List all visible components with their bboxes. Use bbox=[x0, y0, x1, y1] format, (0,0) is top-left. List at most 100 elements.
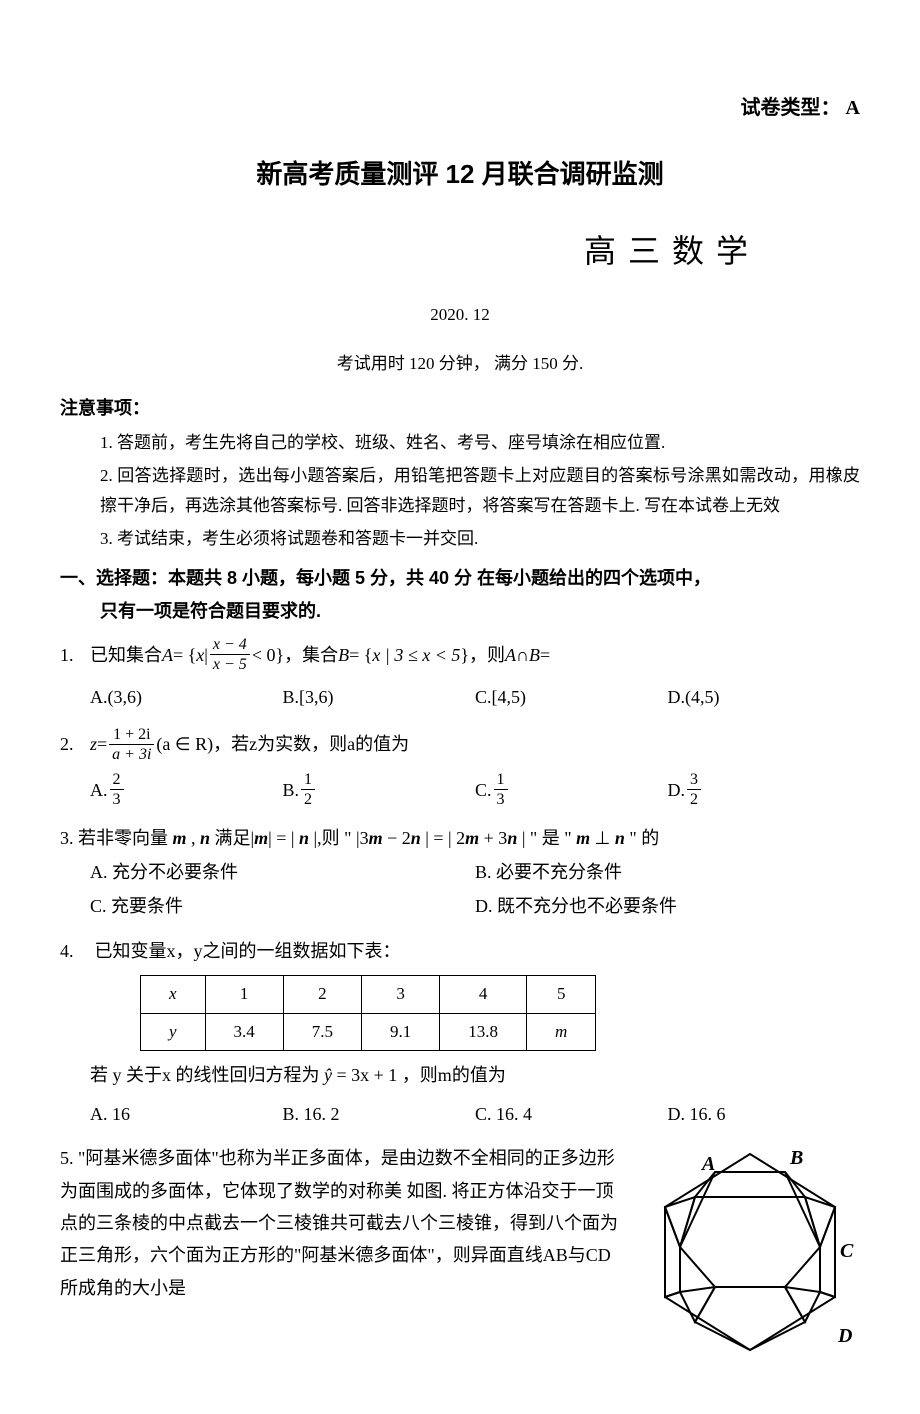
q4-table-row-y: y 3.4 7.5 9.1 13.8 m bbox=[141, 1013, 596, 1051]
q2-a-label: A. bbox=[90, 774, 108, 806]
q2-frac-num: 1 + 2i bbox=[109, 725, 154, 745]
date-line: 2020. 12 bbox=[60, 300, 860, 331]
q2-d-num: 3 bbox=[687, 770, 701, 790]
q3-num: 3. bbox=[60, 828, 74, 848]
q2-eq: = bbox=[97, 728, 107, 760]
q1-opt-d: D.(4,5) bbox=[668, 681, 861, 713]
q5-label-c: C bbox=[840, 1240, 854, 1262]
q1-bar: | bbox=[204, 639, 208, 671]
q4-y-1: 3.4 bbox=[205, 1013, 283, 1051]
q5-num: 5. bbox=[60, 1148, 74, 1168]
q4-stem: 4. 已知变量x，y之间的一组数据如下表： bbox=[60, 935, 860, 967]
q4-opt-c: C. 16. 4 bbox=[475, 1098, 668, 1130]
q4-x-2: 2 bbox=[283, 976, 361, 1014]
q2-d-frac: 3 2 bbox=[687, 770, 701, 809]
question-1: 1. 已知集合 A = { x | x − 4 x − 5 < 0} ，集合 B… bbox=[60, 635, 860, 713]
q2-c-den: 3 bbox=[494, 790, 508, 809]
q4-x-4: 4 bbox=[440, 976, 527, 1014]
q4-table-row-x: x 1 2 3 4 5 bbox=[141, 976, 596, 1014]
q1-num: 1. bbox=[60, 639, 90, 671]
question-3: 3. 若非零向量 m , n 满足|m| = | n |,则 " |3m − 2… bbox=[60, 822, 860, 923]
q4-y-2: 7.5 bbox=[283, 1013, 361, 1051]
main-title: 新高考质量测评 12 月联合调研监测 bbox=[60, 151, 860, 198]
q2-num: 2. bbox=[60, 728, 90, 760]
paper-type-value: A bbox=[846, 97, 860, 119]
q3-text: 若非零向量 m , n 满足|m| = | n |,则 " |3m − 2n |… bbox=[78, 828, 659, 848]
q2-stem: 2. z = 1 + 2i a + 3i (a ∈ R) ，若z为实数，则a的值… bbox=[60, 725, 860, 764]
q4-x-3: 3 bbox=[362, 976, 440, 1014]
q1-set-a: A bbox=[162, 639, 173, 671]
q4-y-3: 9.1 bbox=[362, 1013, 440, 1051]
q3-stem: 3. 若非零向量 m , n 满足|m| = | n |,则 " |3m − 2… bbox=[60, 822, 860, 854]
q3-opt-d: D. 既不充分也不必要条件 bbox=[475, 890, 860, 922]
q1-close: }，则 bbox=[460, 639, 505, 671]
q2-c-frac: 1 3 bbox=[494, 770, 508, 809]
q4-stem2: 若 y 关于x 的线性回归方程为 ŷ = 3x + 1 ，则m的值为 bbox=[60, 1059, 860, 1091]
q4-num: 4. bbox=[60, 935, 90, 967]
q4-opt-b: B. 16. 2 bbox=[283, 1098, 476, 1130]
q2-z: z bbox=[90, 728, 97, 760]
q4-opt-d: D. 16. 6 bbox=[668, 1098, 861, 1130]
q5-label-a: A bbox=[700, 1153, 715, 1175]
q2-d-label: D. bbox=[668, 774, 686, 806]
q4-eq-reg: = 3x + 1 bbox=[337, 1065, 398, 1085]
q1-x: x bbox=[196, 639, 204, 671]
q3-options-row2: C. 充要条件 D. 既不充分也不必要条件 bbox=[60, 890, 860, 922]
q3-opt-b: B. 必要不充分条件 bbox=[475, 856, 860, 888]
q4-y-4: 13.8 bbox=[440, 1013, 527, 1051]
q2-b-frac: 1 2 bbox=[301, 770, 315, 809]
q2-post: ，若z为实数，则a的值为 bbox=[213, 728, 409, 760]
q4-x-5: 5 bbox=[527, 976, 596, 1014]
q4-table: x 1 2 3 4 5 y 3.4 7.5 9.1 13.8 m bbox=[140, 975, 596, 1051]
q1-opt-a: A.(3,6) bbox=[90, 681, 283, 713]
sub-title: 高三数学 bbox=[60, 223, 860, 281]
q3-options-row1: A. 充分不必要条件 B. 必要不充分条件 bbox=[60, 856, 860, 888]
q1-stem: 1. 已知集合 A = { x | x − 4 x − 5 < 0} ，集合 B… bbox=[60, 635, 860, 674]
q1-eq1: = { bbox=[173, 639, 196, 671]
question-2: 2. z = 1 + 2i a + 3i (a ∈ R) ，若z为实数，则a的值… bbox=[60, 725, 860, 810]
notice-header: 注意事项： bbox=[60, 392, 860, 424]
q4-yhat: ŷ bbox=[324, 1065, 332, 1085]
q1-frac-den: x − 5 bbox=[210, 655, 250, 674]
q4-stem2-pre: 若 y 关于x 的线性回归方程为 bbox=[90, 1065, 320, 1085]
q2-b-label: B. bbox=[283, 774, 300, 806]
paper-type: 试卷类型： A bbox=[60, 90, 860, 126]
q4-opt-a: A. 16 bbox=[90, 1098, 283, 1130]
q4-stem2-post: ，则m的值为 bbox=[402, 1065, 506, 1085]
q1-eq3: = bbox=[540, 639, 550, 671]
notice-item-3: 3. 考试结束，考生必须将试题卷和答题卡一并交回. bbox=[100, 524, 860, 555]
q1-cond-b: x | 3 ≤ x < 5 bbox=[372, 639, 460, 671]
q5-figure: A B C D bbox=[640, 1142, 860, 1362]
q2-frac: 1 + 2i a + 3i bbox=[109, 725, 154, 764]
q2-opt-c: C. 1 3 bbox=[475, 770, 668, 809]
q3-opt-a: A. 充分不必要条件 bbox=[90, 856, 475, 888]
q1-frac: x − 4 x − 5 bbox=[210, 635, 250, 674]
q1-text-pre: 已知集合 bbox=[90, 639, 162, 671]
q2-b-num: 1 bbox=[301, 770, 315, 790]
q1-options: A.(3,6) B.[3,6) C.[4,5) D.(4,5) bbox=[60, 681, 860, 713]
question-4: 4. 已知变量x，y之间的一组数据如下表： x 1 2 3 4 5 y 3.4 … bbox=[60, 935, 860, 1130]
q2-opt-d: D. 3 2 bbox=[668, 770, 861, 809]
q4-x-1: 1 bbox=[205, 976, 283, 1014]
q3-opt-c: C. 充要条件 bbox=[90, 890, 475, 922]
q1-eq2: = { bbox=[349, 639, 372, 671]
q4-options: A. 16 B. 16. 2 C. 16. 4 D. 16. 6 bbox=[60, 1098, 860, 1130]
q2-c-label: C. bbox=[475, 774, 492, 806]
q2-opt-a: A. 2 3 bbox=[90, 770, 283, 809]
q2-paren: (a ∈ R) bbox=[156, 728, 213, 760]
q1-opt-c: C.[4,5) bbox=[475, 681, 668, 713]
q2-opt-b: B. 1 2 bbox=[283, 770, 476, 809]
q5-label-b: B bbox=[789, 1147, 803, 1169]
question-5: 5. "阿基米德多面体"也称为半正多面体，是由边数不全相同的正多边形为面围成的多… bbox=[60, 1142, 860, 1362]
section-title-line2: 只有一项是符合题目要求的. bbox=[60, 601, 321, 621]
q2-d-den: 2 bbox=[687, 790, 701, 809]
q4-th-x: x bbox=[141, 976, 206, 1014]
q2-a-frac: 2 3 bbox=[110, 770, 124, 809]
q2-a-num: 2 bbox=[110, 770, 124, 790]
notice-list: 1. 答题前，考生先将自己的学校、班级、姓名、考号、座号填涂在相应位置. 2. … bbox=[60, 428, 860, 554]
q5-text-block: 5. "阿基米德多面体"也称为半正多面体，是由边数不全相同的正多边形为面围成的多… bbox=[60, 1142, 640, 1304]
q1-lt: < 0} bbox=[252, 639, 284, 671]
q4-y-5: m bbox=[527, 1013, 596, 1051]
q1-ab: A∩B bbox=[505, 639, 540, 671]
q2-b-den: 2 bbox=[301, 790, 315, 809]
